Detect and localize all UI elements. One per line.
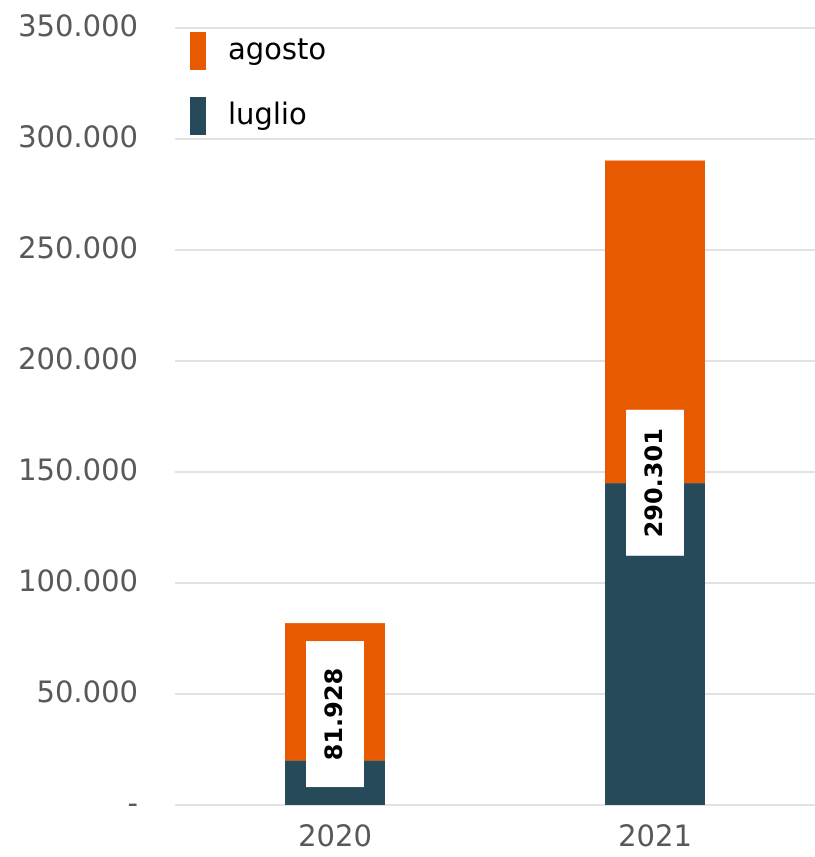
y-tick-label: 350.000	[18, 9, 138, 43]
y-tick-label: 300.000	[18, 120, 138, 154]
y-tick-label: 50.000	[37, 675, 138, 709]
y-tick-label: 150.000	[18, 453, 138, 487]
total-label: 81.928	[320, 668, 348, 761]
y-tick-label: -	[128, 786, 138, 820]
legend-swatch	[190, 32, 206, 70]
legend-label: luglio	[228, 97, 307, 131]
total-label-box	[306, 641, 364, 788]
x-tick-label: 2021	[618, 819, 692, 853]
legend-swatch	[190, 97, 206, 135]
legend-label: agosto	[228, 32, 326, 66]
y-tick-label: 100.000	[18, 564, 138, 598]
y-tick-label: 250.000	[18, 231, 138, 265]
total-label-box	[626, 409, 684, 556]
y-tick-label: 200.000	[18, 342, 138, 376]
total-label: 290.301	[640, 428, 668, 537]
x-tick-label: 2020	[298, 819, 372, 853]
